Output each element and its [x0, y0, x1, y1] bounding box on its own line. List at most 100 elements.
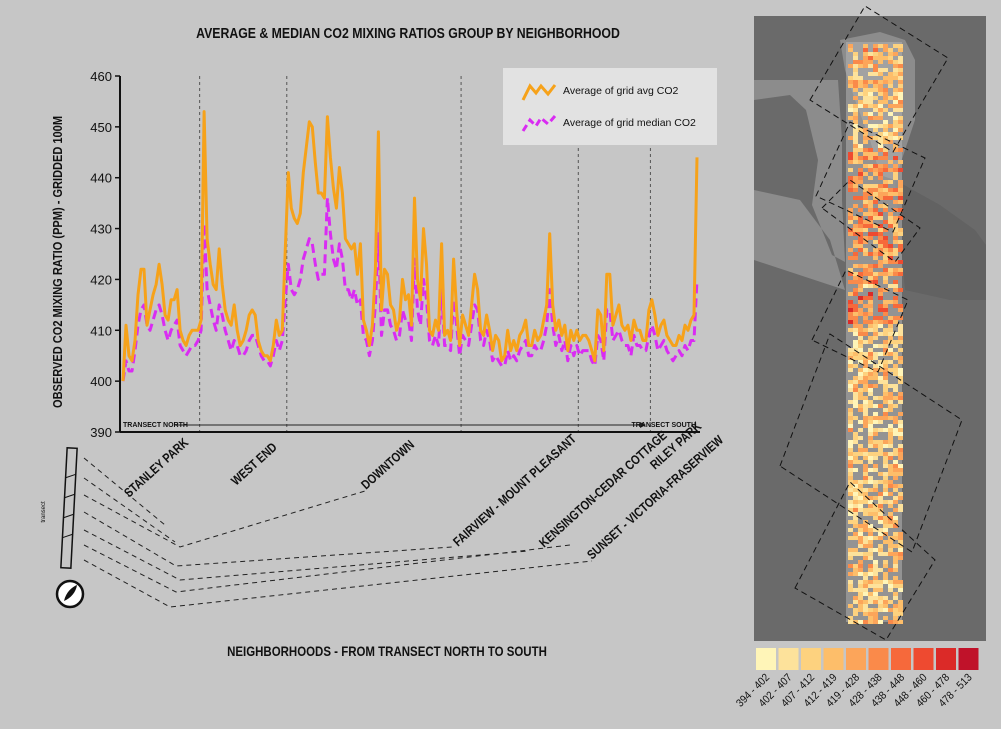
map-grid-cell: [873, 336, 878, 340]
map-grid-cell: [878, 272, 883, 276]
map-grid-cell: [873, 508, 878, 512]
map-grid-cell: [868, 60, 873, 64]
map-grid-cell: [888, 548, 893, 552]
map-grid-cell: [893, 560, 898, 564]
map-grid-cell: [883, 220, 888, 224]
map-grid-cell: [878, 532, 883, 536]
map-grid-cell: [868, 360, 873, 364]
map-grid-cell: [863, 416, 868, 420]
map-grid-cell: [873, 404, 878, 408]
map-grid-cell: [878, 260, 883, 264]
map-grid-cell: [888, 568, 893, 572]
map-grid-cell: [848, 464, 853, 468]
map-grid-cell: [848, 280, 853, 284]
map-grid-cell: [853, 512, 858, 516]
map-grid-cell: [883, 204, 888, 208]
map-grid-cell: [893, 448, 898, 452]
map-grid-cell: [853, 204, 858, 208]
map-grid-cell: [893, 452, 898, 456]
map-grid-cell: [873, 188, 878, 192]
map-grid-cell: [888, 168, 893, 172]
map-grid-cell: [898, 76, 903, 80]
map-grid-cell: [898, 400, 903, 404]
map-grid-cell: [853, 152, 858, 156]
map-grid-cell: [883, 76, 888, 80]
map-grid-cell: [858, 208, 863, 212]
map-grid-cell: [893, 124, 898, 128]
map-grid-cell: [873, 232, 878, 236]
map-grid-cell: [853, 224, 858, 228]
map-grid-cell: [883, 408, 888, 412]
neighborhood-labels: STANLEY PARK WEST END DOWNTOWN FAIRVIEW - M…: [83, 418, 727, 608]
map-grid-cell: [848, 380, 853, 384]
map-grid-cell: [868, 96, 873, 100]
map-grid-cell: [883, 300, 888, 304]
map-grid-cell: [898, 92, 903, 96]
map-grid-cell: [878, 360, 883, 364]
map-grid-cell: [858, 228, 863, 232]
map-grid-cell: [898, 84, 903, 88]
map-grid-cell: [853, 432, 858, 436]
map-grid-cell: [898, 160, 903, 164]
map-grid-cell: [868, 296, 873, 300]
map-grid-cell: [848, 512, 853, 516]
map-grid-cell: [878, 308, 883, 312]
map-grid-cell: [873, 48, 878, 52]
map-grid-cell: [893, 508, 898, 512]
map-grid-cell: [888, 112, 893, 116]
inset-transect-strip: [60, 447, 78, 569]
map-grid-cell: [888, 60, 893, 64]
map-grid-cell: [893, 488, 898, 492]
map-grid-cell: [863, 184, 868, 188]
map-grid-cell: [888, 608, 893, 612]
map-grid-cell: [873, 616, 878, 620]
map-grid-cell: [898, 348, 903, 352]
neighborhood-label: STANLEY PARK: [121, 435, 192, 501]
map-grid-cell: [868, 216, 873, 220]
map-grid-cell: [848, 572, 853, 576]
map-grid-cell: [888, 484, 893, 488]
map-grid-cell: [868, 468, 873, 472]
map-grid-cell: [853, 136, 858, 140]
map-grid-cell: [878, 188, 883, 192]
map-grid-cell: [853, 332, 858, 336]
map-grid-cell: [878, 88, 883, 92]
map-grid-cell: [858, 276, 863, 280]
map-grid-cell: [873, 428, 878, 432]
map-grid-cell: [868, 388, 873, 392]
map-grid-cell: [898, 356, 903, 360]
map-grid-cell: [858, 248, 863, 252]
map-grid-cell: [858, 84, 863, 88]
map-grid-cell: [893, 516, 898, 520]
map-grid-cell: [858, 392, 863, 396]
map-grid-cell: [893, 608, 898, 612]
map-grid-cell: [888, 520, 893, 524]
map-grid-cell: [893, 320, 898, 324]
map-grid-cell: [873, 272, 878, 276]
legend-symbol-median: [521, 115, 557, 132]
map-grid-cell: [853, 96, 858, 100]
map-grid-cell: [893, 116, 898, 120]
map-grid-cell: [868, 532, 873, 536]
map-grid-cell: [898, 380, 903, 384]
map-grid-cell: [893, 460, 898, 464]
map-grid-cell: [848, 620, 853, 624]
map-grid-cell: [873, 156, 878, 160]
map-grid-cell: [898, 260, 903, 264]
map-grid-cell: [873, 484, 878, 488]
map-grid-cell: [858, 76, 863, 80]
map-grid-cell: [888, 392, 893, 396]
map-grid-cell: [888, 584, 893, 588]
neighborhood-leader-line: [83, 529, 529, 581]
map-grid-cell: [863, 600, 868, 604]
map-grid-cell: [898, 180, 903, 184]
map-grid-cell: [878, 324, 883, 328]
map-grid-cell: [873, 584, 878, 588]
map-grid-cell: [863, 612, 868, 616]
map-grid-cell: [868, 428, 873, 432]
map-grid-cell: [888, 316, 893, 320]
map-grid-cell: [848, 616, 853, 620]
map-grid-cell: [878, 376, 883, 380]
y-tick-label: 390: [90, 425, 112, 440]
neighborhood-leader-line: [83, 490, 366, 548]
